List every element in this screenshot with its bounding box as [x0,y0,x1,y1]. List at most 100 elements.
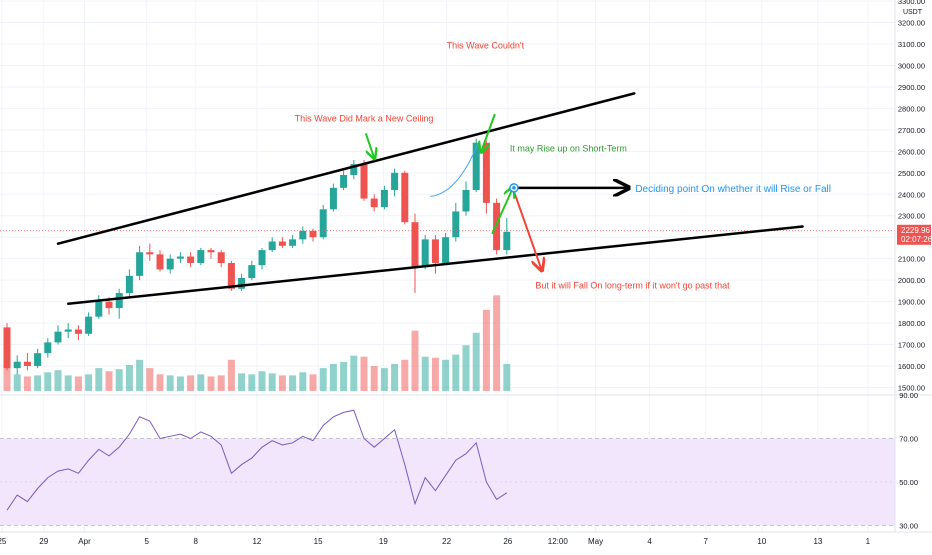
time-tick-label: 13 [813,537,822,546]
candle [115,293,123,309]
candle [340,174,348,188]
rsi-tick-label: 90.00 [899,391,918,400]
volume-bar [217,375,225,391]
time-tick-label: 26 [503,537,512,546]
time-tick-label: 22 [442,537,451,546]
price-tick-label: 3200.00 [898,19,925,28]
volume-bar [278,375,286,391]
candle [431,239,439,263]
volume-bar [105,371,113,391]
volume-bar [268,373,276,391]
time-tick-label: 15 [314,537,323,546]
candle [187,256,195,263]
price-tick-label: 1900.00 [898,298,925,307]
candle [472,142,480,190]
rsi-line [6,409,508,511]
volume-bar [421,356,429,391]
rsi-tick-label: 30.00 [899,521,918,530]
volume-bar [125,365,133,391]
annotation-couldnt: This Wave Couldn't [447,40,525,50]
drawings [56,92,804,306]
volume-bar [401,359,409,391]
volume-bar [299,372,307,391]
price-tick-label: 2700.00 [898,126,925,135]
volume-bar [197,374,205,391]
volume-bar [309,374,317,391]
candle [309,230,317,238]
volume-bar [391,363,399,391]
volume-bar [472,332,480,391]
volume-bar [187,375,195,391]
volume-bar [44,372,52,391]
price-tick-label: 1700.00 [898,341,925,350]
candle [452,211,460,238]
rsi-axis[interactable]: 90.00 70.00 50.00 30.00 [899,391,918,530]
volume-bar [238,373,246,391]
volume-bar [64,375,72,391]
currency-label: USDT [903,9,923,16]
price-tick-label: 2800.00 [898,104,925,113]
volume-bar [482,309,490,391]
candle [74,329,82,334]
time-tick-label: 8 [193,537,198,546]
volume-bar [85,374,93,391]
candle [268,241,276,251]
candle [401,172,409,223]
volume-bar [23,376,31,391]
current-price-value: 2229.96 [901,226,930,235]
time-tick-label: 5 [145,537,150,546]
rise-arrow [491,188,513,234]
candle [23,361,31,367]
rsi-tick-label: 50.00 [899,478,918,487]
volume-bar [380,368,388,391]
candle [289,239,297,246]
time-tick-label: 12 [252,537,261,546]
volume-bar [13,374,21,391]
volume-bar [207,376,215,391]
volume-bar [95,368,103,391]
countdown-timer: 02:07:26 [901,235,932,244]
rsi-band-lines [0,438,895,526]
candle [238,278,246,289]
candles [3,138,511,375]
candle [319,209,327,238]
time-tick-label: 10 [757,537,766,546]
candle [442,237,450,263]
price-tick-label: 2300.00 [898,212,925,221]
volume-bar [248,374,256,391]
price-axis[interactable]: 3300.00 3200.00 3100.00 3000.00 2900.00 2800.… [898,0,925,392]
current-price-badge [897,224,931,245]
candle [125,275,133,294]
time-axis[interactable]: 25 29 Apr 5 8 12 15 19 22 26 12:00 May 4 7 10 13 1 [0,537,871,546]
volume-bar [289,375,297,391]
candle [370,198,378,208]
volume-bar [258,371,266,391]
candle [217,252,225,263]
rsi-tick-label: 70.00 [899,434,918,443]
candle [227,262,235,289]
volume-bar [411,330,419,391]
volume-bar [442,359,450,391]
time-tick-label: 7 [703,537,708,546]
price-tick-label: 3300.00 [898,0,925,6]
time-tick-label: 1 [866,537,871,546]
candle [136,252,144,276]
candle [482,142,490,203]
time-tick-label: 29 [39,537,48,546]
volume-bar [319,368,327,391]
candle [105,301,113,309]
volume-bar [503,363,511,391]
upper-trendline [56,92,636,245]
candle [350,164,358,175]
price-tick-label: 3000.00 [898,61,925,70]
price-tick-label: 2500.00 [898,169,925,178]
price-tick-label: 1600.00 [898,362,925,371]
candle [34,353,42,367]
volume-bar [136,359,144,391]
price-tick-label: 2900.00 [898,83,925,92]
candle [493,202,501,251]
volume-bar [370,366,378,391]
candle [258,250,266,266]
